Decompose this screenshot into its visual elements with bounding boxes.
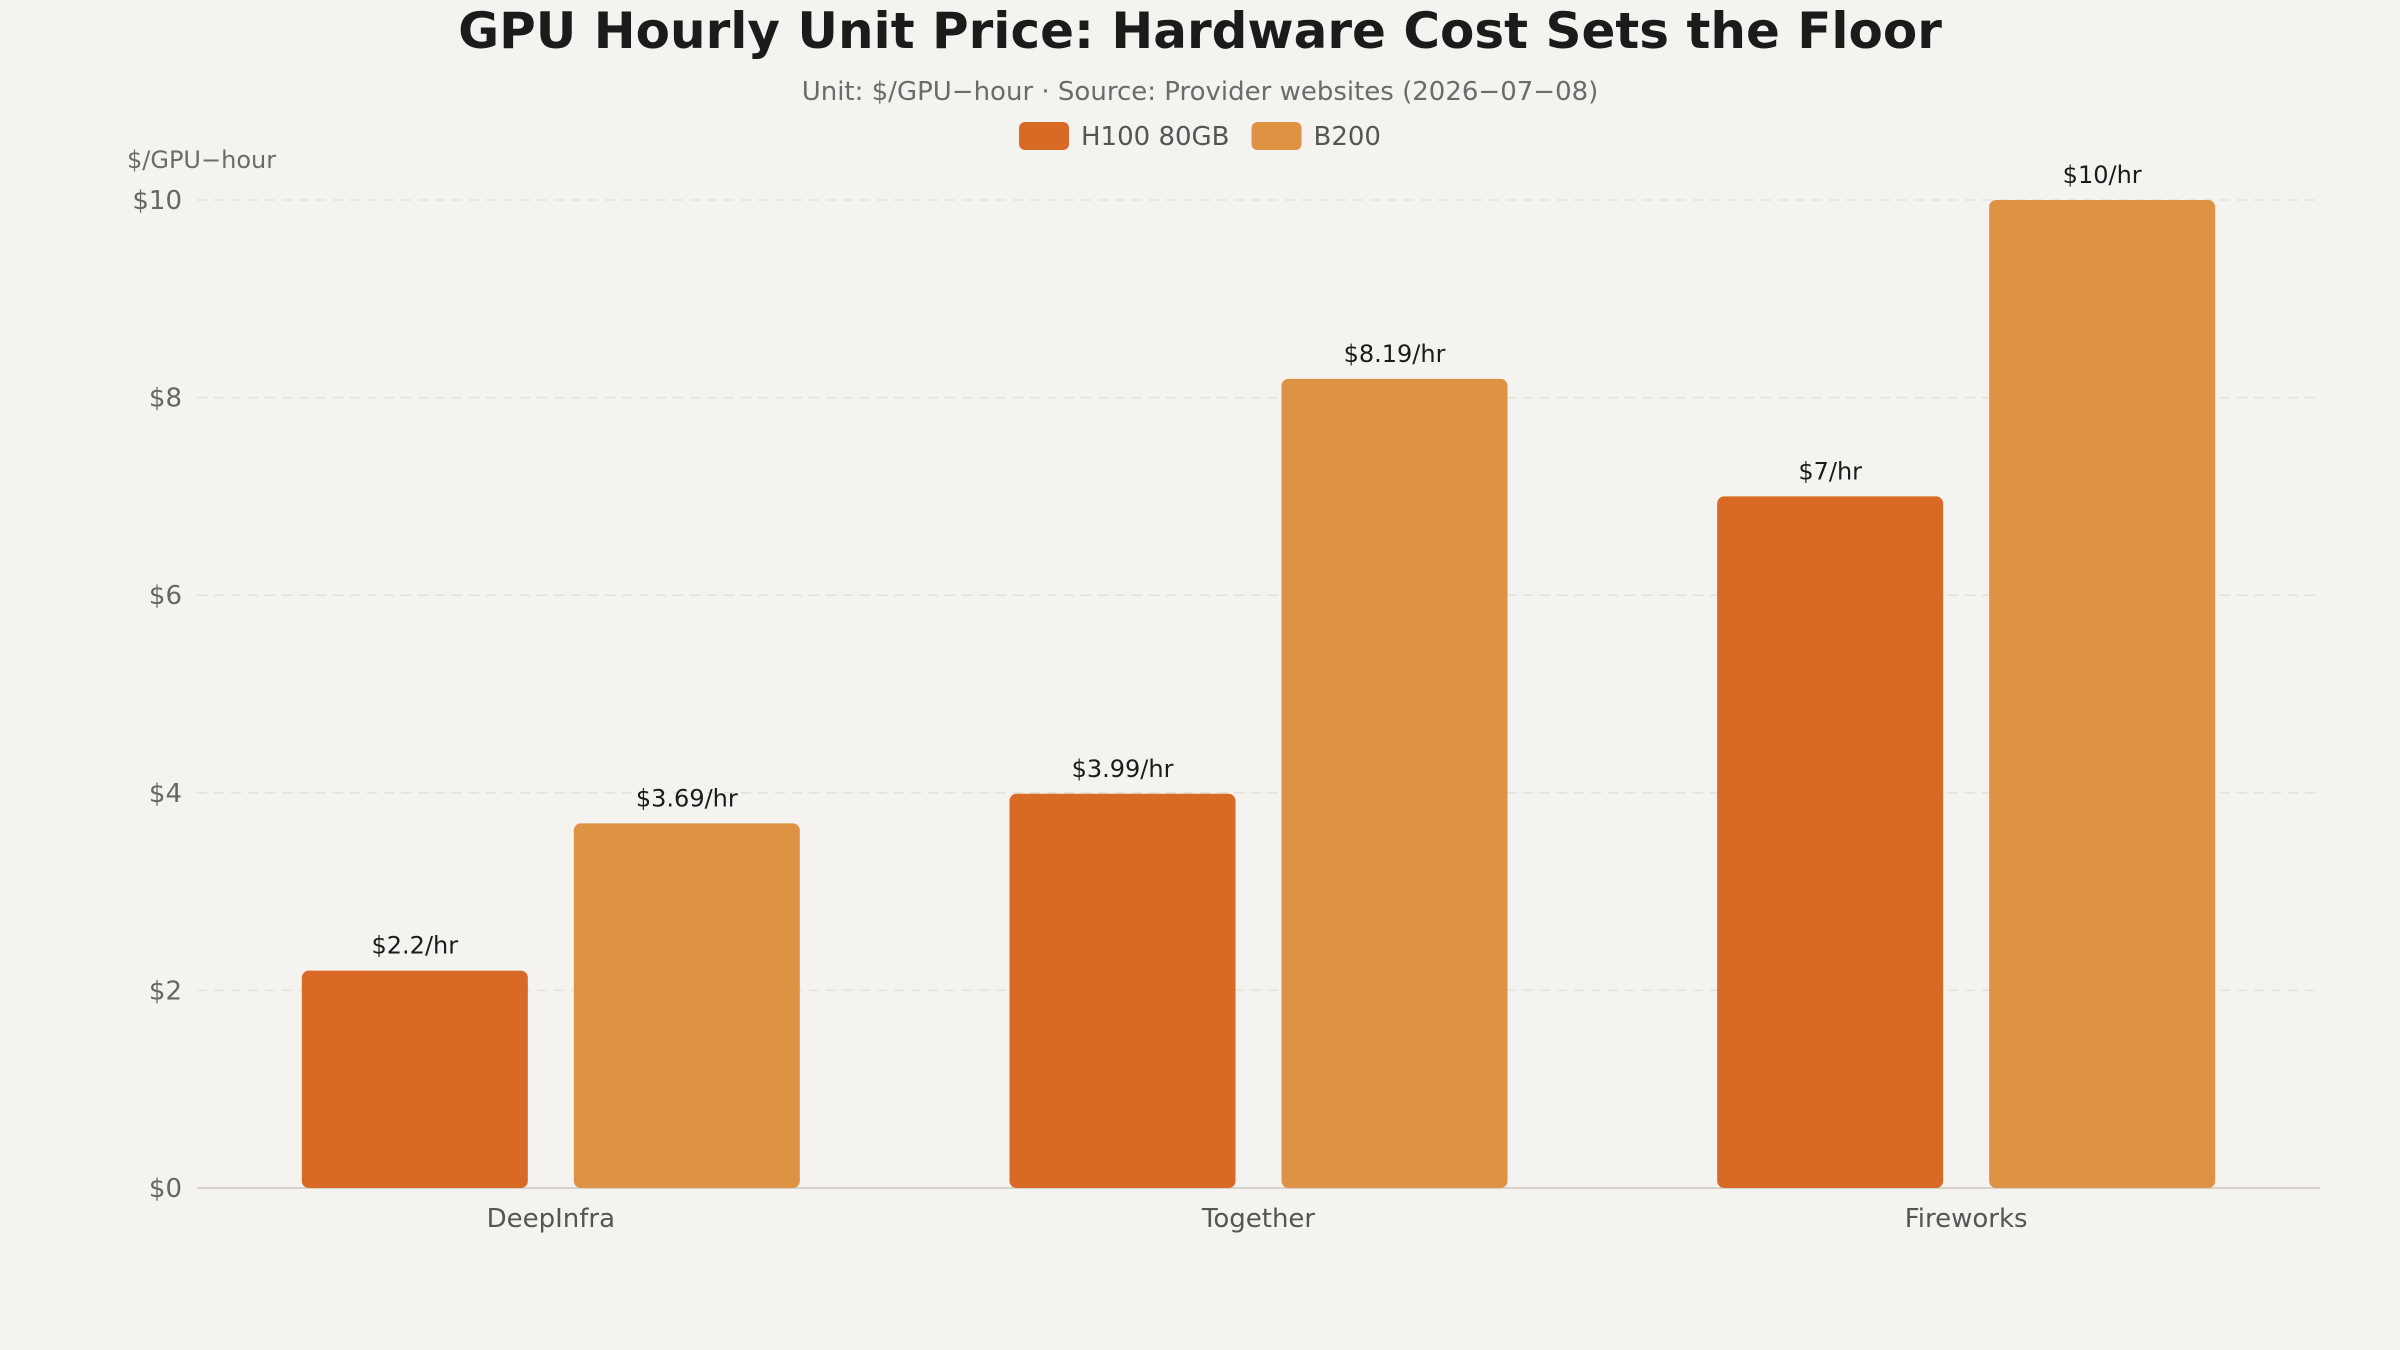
data-label: $2.2/hr: [372, 932, 459, 960]
bar-b200-together: [1281, 378, 1508, 1188]
x-axis-categories: DeepInfra Together Fireworks: [487, 1204, 2028, 1234]
y-tick-label: $4: [149, 779, 182, 809]
legend-label: B200: [1314, 122, 1381, 152]
data-label: $8.19/hr: [1344, 340, 1446, 368]
x-category-label: Fireworks: [1905, 1204, 2028, 1234]
data-label: $3.69/hr: [636, 784, 738, 812]
data-label: $10/hr: [2063, 161, 2142, 189]
x-category-label: DeepInfra: [487, 1204, 615, 1234]
x-category-label: Together: [1201, 1204, 1316, 1234]
bar-b200-deepinfra: [573, 823, 800, 1188]
data-label: $3.99/hr: [1072, 755, 1174, 783]
legend-swatch: [1019, 122, 1070, 150]
legend-swatch: [1251, 122, 1302, 150]
y-axis-ticks: $0 $2 $4 $6 $8 $10: [132, 186, 182, 1204]
data-labels: $2.2/hr $3.69/hr $3.99/hr $8.19/hr $7/hr $10/…: [372, 161, 2142, 960]
grid: [197, 199, 2320, 1189]
y-tick-label: $10: [132, 186, 182, 216]
y-tick-label: $8: [149, 384, 182, 414]
data-label: $7/hr: [1798, 457, 1862, 485]
legend-label: H100 80GB: [1081, 122, 1230, 152]
bar-h100-80gb-fireworks: [1717, 496, 1944, 1188]
chart-subtitle: Unit: $/GPU−hour · Source: Provider webs…: [802, 77, 1599, 107]
chart-title: GPU Hourly Unit Price: Hardware Cost Set…: [458, 2, 1942, 60]
bar-b200-fireworks: [1989, 200, 2216, 1188]
bar-h100-80gb-together: [1009, 793, 1236, 1188]
bars: [301, 200, 2216, 1188]
y-tick-label: $0: [149, 1174, 182, 1204]
y-tick-label: $6: [149, 581, 182, 611]
bar-h100-80gb-deepinfra: [301, 970, 528, 1188]
y-tick-label: $2: [149, 976, 182, 1006]
legend: H100 80GB B200: [1019, 122, 1381, 152]
y-axis-label: $/GPU−hour: [127, 146, 276, 174]
